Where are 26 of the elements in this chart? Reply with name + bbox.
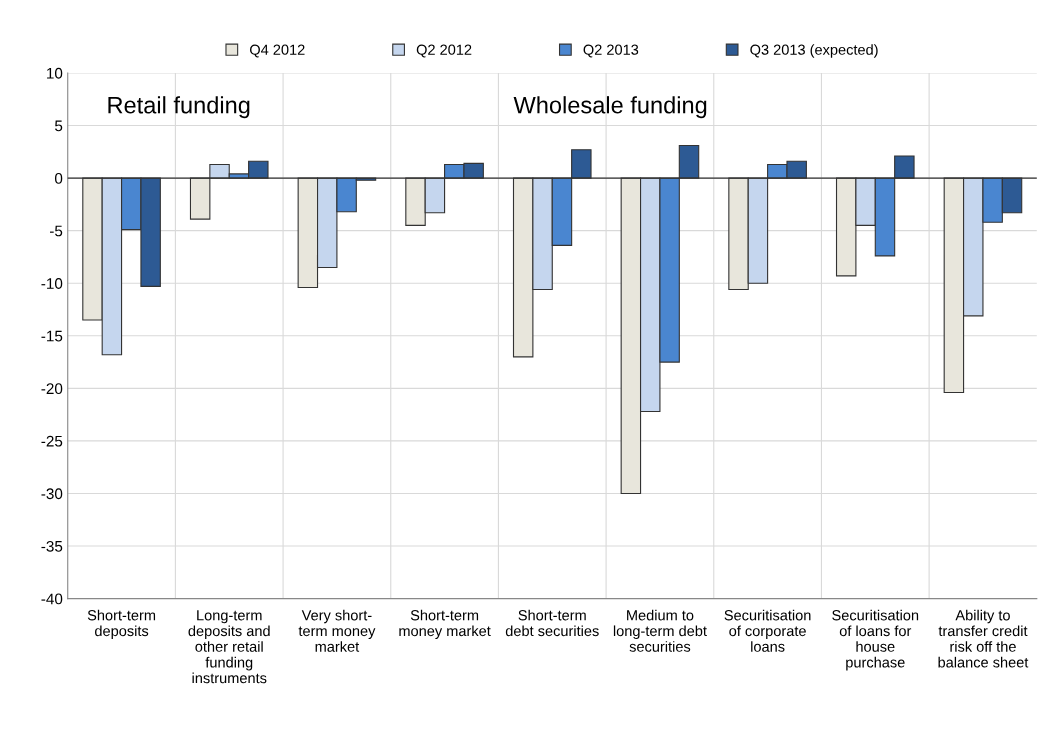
y-tick-label: 5	[54, 120, 63, 132]
legend-label: Q3 2013 (expected)	[750, 44, 878, 58]
y-tick-label: -25	[41, 435, 63, 447]
annotation: Wholesale funding	[513, 96, 707, 119]
y-tick-label: -35	[41, 540, 63, 552]
x-tick-label: Very short- term money market	[298, 609, 376, 652]
x-tick-label: Short-term deposits	[87, 609, 156, 640]
y-tick-label: -10	[41, 278, 63, 289]
x-tick-label: Short-term debt securities	[505, 609, 599, 637]
y-tick-label: -15	[41, 330, 63, 342]
y-tick-label: 10	[47, 67, 63, 79]
legend-label: Q4 2012	[250, 44, 305, 58]
legend-label: Q2 2013	[583, 44, 639, 58]
x-tick-label: Short-term money market	[399, 609, 491, 640]
x-tick-label: Securitisation of loans for house purchase	[832, 609, 919, 671]
y-tick-label: -5	[49, 225, 63, 237]
x-tick-label: Medium to long-term debt securities	[613, 609, 707, 652]
x-tick-label: Long-term deposits and other retail funding instruments	[188, 610, 270, 684]
y-tick-label: 0	[54, 172, 63, 184]
y-tick-label: -40	[41, 593, 63, 605]
y-tick-label: -30	[41, 488, 63, 500]
x-tick-label: Ability to transfer credit risk off the balance sheet	[938, 609, 1029, 668]
legend-label: Q2 2012	[416, 44, 472, 58]
x-tick-label: Securitisation of corporate loans	[724, 609, 811, 652]
y-tick-label: -20	[41, 383, 63, 395]
annotation: Retail funding	[108, 96, 250, 119]
